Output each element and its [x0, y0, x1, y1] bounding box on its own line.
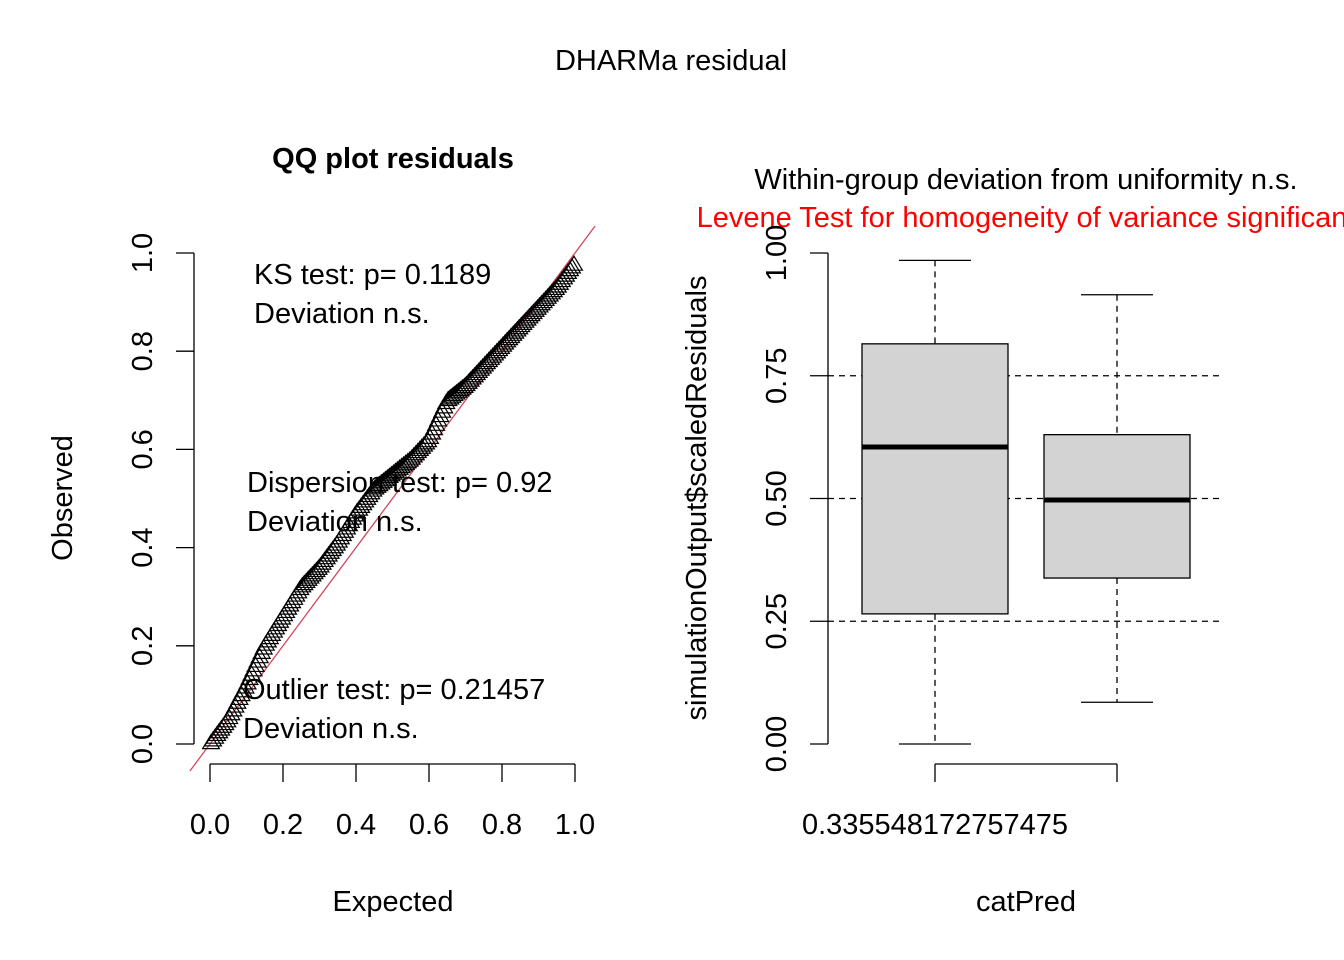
boxplot-title-line-1: Within-group deviation from uniformity n… [754, 164, 1297, 196]
boxplot-y-tick-label: 0.00 [761, 716, 793, 772]
qq-x-tick-label: 0.8 [482, 809, 522, 841]
qq-point [414, 435, 434, 452]
qq-point [452, 378, 472, 395]
qq-y-axis-label: Observed [47, 435, 79, 561]
boxplot-y-axis-label: simulationOutput$scaledResiduals [681, 276, 713, 721]
qq-point [416, 433, 436, 450]
boxplot-category-label: 0.335548172757475 [802, 809, 1068, 841]
boxplot-x-axis-label: catPred [976, 886, 1076, 918]
qq-x-tick-label: 0.2 [263, 809, 303, 841]
qq-plot-panel: QQ plot residuals 0.0 0.2 0.4 0.6 0.8 1.0 0.0… [47, 143, 596, 918]
qq-x-tick-label: 1.0 [555, 809, 595, 841]
boxplot-panel: Within-group deviation from uniformity n… [681, 164, 1344, 918]
qq-y-tick-label: 0.0 [127, 724, 159, 764]
qq-x-tick-label: 0.0 [190, 809, 230, 841]
qq-plot-title: QQ plot residuals [272, 143, 514, 175]
qq-annotation-text: Deviation n.s. [254, 298, 430, 330]
qq-y-tick-label: 0.2 [127, 626, 159, 666]
boxplot-y-tick-label: 0.25 [761, 593, 793, 649]
figure-title: DHARMa residual [555, 45, 787, 77]
boxplot-y-tick-label: 0.50 [761, 470, 793, 526]
qq-x-tick-label: 0.4 [336, 809, 376, 841]
qq-point [398, 452, 418, 469]
qq-y-tick-label: 0.4 [127, 527, 159, 567]
qq-annotation-text: Deviation n.s. [247, 506, 423, 538]
qq-x-tick-label: 0.6 [409, 809, 449, 841]
qq-x-axis-label: Expected [333, 886, 454, 918]
boxplot-y-tick-label: 1.00 [761, 225, 793, 281]
boxplot-box-group [1043, 294, 1191, 703]
qq-annotation-text: Outlier test: p= 0.21457 [243, 674, 545, 706]
qq-annotation-text: Dispersion test: p= 0.92 [247, 467, 552, 499]
qq-point [455, 377, 474, 393]
boxplot-box [1043, 434, 1191, 579]
qq-point [564, 255, 584, 271]
qq-annotation-text: Deviation n.s. [243, 713, 419, 745]
boxplot-box-group [861, 259, 1009, 745]
qq-y-tick-label: 0.6 [127, 429, 159, 469]
qq-y-tick-label: 0.8 [127, 331, 159, 371]
qq-annotation-text: KS test: p= 0.1189 [254, 259, 491, 291]
boxplot-y-tick-label: 0.75 [761, 348, 793, 404]
boxplot-box [861, 343, 1009, 615]
boxplot-title-line-2: Levene Test for homogeneity of variance … [697, 202, 1344, 234]
qq-y-tick-label: 1.0 [127, 233, 159, 273]
qq-point [400, 450, 420, 467]
